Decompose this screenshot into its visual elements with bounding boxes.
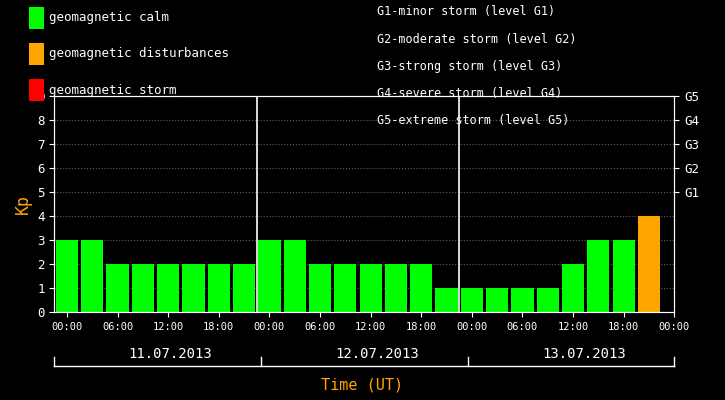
Bar (233, 264, 255, 312)
Text: Time (UT): Time (UT) (321, 377, 404, 392)
Bar (207, 264, 230, 312)
Bar (562, 264, 584, 312)
Bar (638, 216, 660, 312)
Bar (283, 240, 306, 312)
Bar (360, 264, 382, 312)
Text: 13.07.2013: 13.07.2013 (542, 347, 626, 361)
Bar (157, 264, 179, 312)
Bar (613, 240, 635, 312)
Bar (309, 264, 331, 312)
Text: G5-extreme storm (level G5): G5-extreme storm (level G5) (377, 114, 569, 127)
Text: G1-minor storm (level G1): G1-minor storm (level G1) (377, 6, 555, 18)
Bar (536, 288, 559, 312)
Bar (486, 288, 508, 312)
Bar (56, 240, 78, 312)
Text: 12.07.2013: 12.07.2013 (336, 347, 419, 361)
Bar (132, 264, 154, 312)
Bar (183, 264, 204, 312)
Bar (258, 240, 281, 312)
Text: geomagnetic calm: geomagnetic calm (49, 12, 170, 24)
Text: geomagnetic disturbances: geomagnetic disturbances (49, 48, 229, 60)
Text: 11.07.2013: 11.07.2013 (129, 347, 212, 361)
Text: geomagnetic storm: geomagnetic storm (49, 84, 177, 96)
Bar (81, 240, 104, 312)
Bar (410, 264, 432, 312)
Bar (460, 288, 483, 312)
Bar (107, 264, 129, 312)
Bar (436, 288, 457, 312)
Bar (511, 288, 534, 312)
Bar (587, 240, 610, 312)
Text: G3-strong storm (level G3): G3-strong storm (level G3) (377, 60, 563, 73)
Bar (385, 264, 407, 312)
Text: G4-severe storm (level G4): G4-severe storm (level G4) (377, 87, 563, 100)
Text: G2-moderate storm (level G2): G2-moderate storm (level G2) (377, 33, 576, 46)
Bar (334, 264, 357, 312)
Y-axis label: Kp: Kp (14, 194, 32, 214)
